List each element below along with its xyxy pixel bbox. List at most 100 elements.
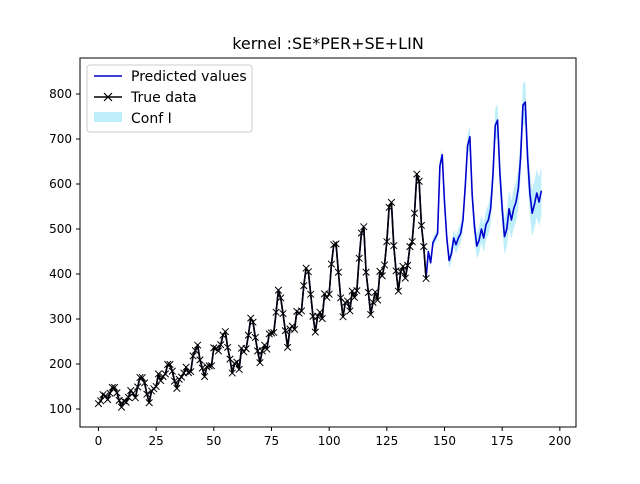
true-data-point: [371, 288, 379, 296]
true-data-point: [316, 308, 324, 316]
true-data-point: [184, 368, 193, 377]
true-data-point: [191, 346, 200, 355]
true-data-point: [380, 261, 389, 269]
true-data-point: [170, 377, 179, 385]
true-data-point: [334, 268, 343, 276]
true-data-point: [161, 370, 170, 378]
true-data-point: [110, 383, 119, 392]
true-data-point: [251, 333, 259, 342]
true-data-point: [242, 345, 250, 353]
axis-ticks: 0 25 50 75 100 125 150 175 200 100 200 300 400 500 600…: [49, 87, 571, 448]
true-data-point: [267, 329, 276, 337]
true-data-point: [401, 274, 409, 282]
true-data-point: [330, 241, 338, 249]
true-data-point: [207, 362, 216, 370]
true-data-point: [311, 328, 319, 336]
true-data-point: [205, 362, 213, 370]
true-data-point: [120, 397, 128, 405]
true-data-point: [168, 367, 176, 375]
true-data-point: [272, 308, 280, 316]
true-data-point: [265, 330, 273, 338]
true-data-point: [353, 286, 361, 295]
true-data-point: [410, 209, 419, 217]
true-data-point: [140, 379, 149, 387]
true-data-point: [355, 254, 363, 262]
legend-swatch-conf: [94, 112, 122, 122]
true-data-point: [420, 242, 428, 251]
true-data-point: [154, 370, 163, 378]
true-data-point: [325, 290, 333, 298]
y-tick-label: 300: [49, 312, 72, 326]
true-data-point: [367, 310, 375, 319]
true-data-point: [247, 314, 255, 322]
x-tick-label: 75: [264, 434, 279, 448]
true-data-point: [164, 360, 172, 369]
true-data-point: [260, 341, 269, 349]
true-data-point: [350, 293, 359, 302]
true-data-point: [300, 282, 308, 290]
true-data-point: [249, 318, 257, 326]
true-data-point: [210, 344, 218, 352]
true-data-point: [104, 395, 112, 404]
true-data-point: [362, 268, 370, 276]
true-data-point: [194, 341, 202, 349]
true-data-point: [387, 198, 396, 207]
true-data-point: [385, 203, 393, 212]
y-tick-label: 500: [49, 222, 72, 236]
true-data-point: [173, 384, 181, 392]
legend-marker-true: [103, 92, 113, 102]
legend-label-true: True data: [130, 90, 197, 106]
x-tick-label: 25: [148, 434, 163, 448]
true-data-point: [196, 356, 204, 364]
true-data-point: [138, 373, 146, 382]
true-data-point: [318, 314, 326, 323]
true-data-point: [136, 373, 144, 382]
true-data-point: [189, 352, 197, 360]
true-data-point: [263, 345, 271, 353]
true-data-point: [364, 288, 373, 297]
true-data-point: [134, 383, 142, 391]
true-data-point: [223, 343, 232, 352]
true-data-point: [217, 340, 225, 349]
legend-label-predicted: Predicted values: [131, 69, 247, 85]
true-data-point: [390, 241, 398, 250]
true-data-point: [279, 309, 287, 318]
true-data-point: [270, 328, 278, 337]
true-data-point: [339, 313, 347, 321]
legend-box: [86, 64, 253, 133]
x-tick-label: 125: [375, 434, 398, 448]
true-data-point: [346, 307, 354, 315]
true-data-point: [290, 325, 299, 334]
true-data-point: [357, 229, 366, 237]
true-data-point: [343, 297, 352, 305]
true-data-point: [145, 399, 153, 407]
y-tick-label: 100: [49, 402, 72, 416]
y-tick-label: 200: [49, 357, 72, 371]
true-data-point: [233, 358, 241, 366]
y-tick-label: 800: [49, 87, 72, 101]
true-data-point: [397, 268, 405, 276]
true-data-point: [307, 290, 315, 298]
true-data-point: [187, 367, 195, 376]
true-data-point: [413, 170, 421, 178]
x-tick-label: 175: [491, 434, 514, 448]
x-tick-label: 50: [206, 434, 221, 448]
legend: Predicted values True data Conf I: [86, 64, 253, 133]
true-data-point: [106, 389, 114, 397]
true-data-point: [166, 360, 174, 369]
true-data-point: [101, 392, 110, 400]
true-data-point: [235, 365, 243, 374]
true-data-point: [230, 359, 239, 368]
true-data-point: [332, 240, 340, 248]
x-tick-label: 150: [433, 434, 456, 448]
true-data-point: [131, 394, 140, 402]
chart-title: kernel :SE*PER+SE+LIN: [232, 34, 424, 53]
true-data-point: [302, 264, 310, 272]
true-data-point: [244, 331, 253, 339]
true-data-point: [408, 237, 416, 246]
plot-area: [94, 80, 543, 411]
axes-frame: [79, 57, 577, 428]
x-tick-label: 200: [548, 434, 571, 448]
x-tick-label: 100: [318, 434, 341, 448]
true-data-point: [228, 369, 236, 377]
